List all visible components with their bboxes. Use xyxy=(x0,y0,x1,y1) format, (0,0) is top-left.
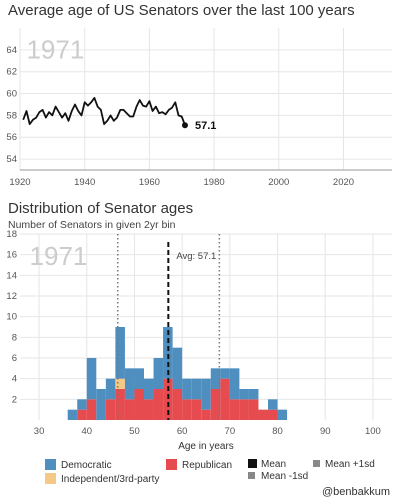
hist-bar-democratic xyxy=(96,389,106,420)
hist-bar-republican xyxy=(134,389,144,420)
hist-y-tick-label: 2 xyxy=(12,394,17,405)
hist-bar-republican xyxy=(77,409,87,420)
hist-y-tick-label: 12 xyxy=(6,291,17,302)
hist-bar-republican xyxy=(268,409,278,420)
hist-bar-republican xyxy=(210,389,221,420)
histogram-title: Distribution of Senator ages xyxy=(8,200,194,217)
hist-bar-democratic xyxy=(210,368,221,389)
hist-year-label: 1971 xyxy=(30,241,88,271)
legend-label-republican: Republican xyxy=(182,460,232,471)
hist-bar-republican xyxy=(105,399,116,420)
hist-bar-democratic xyxy=(163,327,173,379)
hist-bar-republican xyxy=(182,399,192,420)
line-x-tick-label: 2020 xyxy=(333,177,354,188)
hist-y-tick-label: 14 xyxy=(6,270,17,281)
line-chart-title: Average age of US Senators over the last… xyxy=(8,2,355,19)
age-line-end-label: 57.1 xyxy=(195,120,216,132)
hist-y-tick-label: 8 xyxy=(12,332,17,343)
hist-bar-democratic xyxy=(277,409,288,420)
hist-bar-democratic xyxy=(191,378,202,400)
line-y-tick-label: 56 xyxy=(6,132,17,143)
hist-bar-democratic xyxy=(182,378,192,400)
legend-label-independent: Independent/3rd-party xyxy=(61,474,159,485)
hist-bar-democratic xyxy=(105,378,116,400)
hist-bar-democratic xyxy=(134,368,144,389)
legend-swatch-independent xyxy=(45,473,56,484)
hist-bar-republican xyxy=(248,399,259,420)
hist-y-tick-label: 4 xyxy=(12,374,17,385)
hist-bar-republican xyxy=(229,399,240,420)
hist-x-tick-label: 60 xyxy=(177,426,188,437)
line-y-tick-label: 64 xyxy=(6,45,17,56)
hist-bar-democratic xyxy=(86,358,97,400)
age-line-series xyxy=(22,97,186,126)
line-year-label: 1971 xyxy=(26,35,84,65)
legend-swatch-mean-plus-sd xyxy=(313,460,320,467)
legend-label-mean: Mean xyxy=(261,459,286,470)
hist-bar-republican xyxy=(144,399,154,420)
line-y-tick-label: 54 xyxy=(6,154,17,165)
hist-bar-democratic xyxy=(248,389,259,400)
hist-y-tick-label: 16 xyxy=(6,250,17,261)
hist-bar-democratic xyxy=(172,347,183,389)
hist-bar-republican xyxy=(153,389,164,420)
histogram-subtitle: Number of Senators in given 2yr bin xyxy=(8,219,176,231)
age-line-end-point xyxy=(181,122,188,129)
hist-x-tick-label: 100 xyxy=(365,426,381,437)
hist-bar-republican xyxy=(201,409,211,420)
hist-x-tick-label: 30 xyxy=(34,426,45,437)
hist-bar-republican xyxy=(86,399,97,420)
legend-label-mean-minus-sd: Mean -1sd xyxy=(261,471,308,482)
legend-swatch-mean xyxy=(248,459,257,468)
legend-swatch-mean-minus-sd xyxy=(248,472,255,479)
line-y-tick-label: 58 xyxy=(6,110,17,121)
author-credit: @benbakkum xyxy=(321,486,390,498)
hist-bar-democratic xyxy=(239,389,249,400)
hist-bar-republican xyxy=(220,378,230,420)
line-x-tick-label: 1960 xyxy=(139,177,160,188)
legend-swatch-democratic xyxy=(45,459,56,470)
hist-bar-independent-rd-party xyxy=(115,378,125,389)
hist-bar-republican xyxy=(172,389,183,420)
hist-x-tick-label: 50 xyxy=(129,426,140,437)
hist-bar-democratic xyxy=(115,327,125,379)
hist-bar-democratic xyxy=(153,358,164,389)
hist-bar-republican xyxy=(191,399,202,420)
hist-x-tick-label: 40 xyxy=(81,426,92,437)
hist-y-tick-label: 10 xyxy=(6,312,17,323)
hist-bar-republican xyxy=(163,378,173,420)
hist-bar-democratic xyxy=(201,378,211,410)
hist-y-tick-label: 6 xyxy=(12,353,17,364)
hist-x-tick-label: 70 xyxy=(225,426,236,437)
hist-y-tick-label: 18 xyxy=(6,229,17,240)
hist-x-tick-label: 90 xyxy=(320,426,331,437)
hist-bar-democratic xyxy=(144,378,154,400)
line-x-tick-label: 1920 xyxy=(9,177,30,188)
hist-x-axis-title: Age in years xyxy=(178,441,234,452)
hist-x-tick-label: 80 xyxy=(272,426,283,437)
hist-bar-republican xyxy=(258,409,268,420)
legend-swatch-republican xyxy=(166,459,177,470)
hist-bar-republican xyxy=(124,399,135,420)
hist-bar-democratic xyxy=(77,399,87,410)
hist-bar-democratic xyxy=(220,368,230,379)
line-y-tick-label: 62 xyxy=(6,67,17,78)
line-x-tick-label: 1980 xyxy=(204,177,225,188)
legend-label-democratic: Democratic xyxy=(61,460,112,471)
hist-bar-democratic xyxy=(124,368,135,400)
hist-bar-democratic xyxy=(229,368,240,400)
legend-label-mean-plus-sd: Mean +1sd xyxy=(325,459,375,470)
hist-bar-republican xyxy=(239,399,249,420)
mean-label: Avg: 57.1 xyxy=(176,251,216,262)
line-y-tick-label: 60 xyxy=(6,89,17,100)
line-x-tick-label: 2000 xyxy=(268,177,289,188)
hist-bar-democratic xyxy=(268,399,278,410)
line-x-tick-label: 1940 xyxy=(74,177,95,188)
hist-bar-republican xyxy=(115,389,125,420)
hist-bar-democratic xyxy=(67,409,78,420)
